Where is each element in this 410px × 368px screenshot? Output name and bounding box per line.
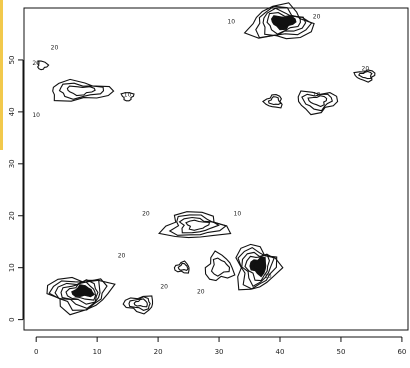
contour-c1-level-3 [262, 7, 307, 37]
y-tick-label: 20 [8, 211, 16, 220]
contour-c10-level-1 [173, 260, 190, 274]
y-axis: 0 10 20 30 40 50 [8, 55, 24, 322]
plot-frame [23, 7, 409, 331]
x-tick-label: 10 [93, 348, 102, 356]
contour-c1-level-1 [243, 2, 315, 40]
contour-c4-level-2 [358, 70, 373, 80]
contour-level-label: 20 [142, 211, 150, 218]
contour-level-label: 20 [362, 65, 370, 72]
contour-c12-level-1 [37, 60, 50, 71]
y-tick-label: 40 [8, 107, 16, 116]
contour-c5-level-2 [267, 96, 282, 106]
contour-c6-level-4 [185, 219, 211, 231]
contour-level-label: 10 [124, 91, 132, 98]
contour-c8-level-7 [76, 286, 92, 296]
contour-c8-level-5 [65, 281, 97, 301]
contour-c1-level-2 [255, 5, 313, 39]
contour-c9-level-3 [133, 298, 148, 308]
contour-c6-level-3 [178, 216, 220, 234]
contour-c10-level-2 [177, 262, 189, 272]
contour-level-labels: 10 20 20 20 10 10 20 10 20 20 20 10 10 20 [32, 13, 369, 295]
y-tick-label: 50 [8, 55, 16, 64]
contour-c7-level-4 [244, 253, 270, 282]
window-edge-strip [0, 0, 3, 150]
contour-c9-level-2 [128, 296, 151, 311]
contour-c1-level-6 [275, 17, 293, 28]
contour-c3-level-3 [307, 95, 328, 108]
x-tick-label: 30 [215, 348, 224, 356]
contour-c8-level-1 [46, 276, 116, 316]
x-tick-label: 0 [34, 348, 38, 356]
contour-level-label: 20 [118, 252, 126, 259]
contour-c11-level-2 [210, 257, 231, 277]
contour-c11-level-1 [204, 250, 236, 282]
contour-level-label: 20 [51, 45, 59, 52]
contour-layer [37, 2, 376, 316]
contour-level-label: 10 [264, 273, 272, 280]
contour-c1-level-4 [266, 12, 301, 35]
contour-c8-level-4 [60, 279, 99, 305]
contour-c2-level-3 [66, 85, 96, 97]
contour-c4-level-1 [353, 69, 376, 83]
contour-c9-level-1 [122, 295, 154, 315]
contour-c8-level-3 [54, 279, 101, 310]
contour-c6-level-2 [168, 214, 228, 236]
contour-level-label: 10 [313, 91, 321, 98]
contour-c3-level-1 [297, 90, 339, 116]
contour-c2-level-1 [52, 78, 115, 102]
contour-c2-level-2 [58, 82, 105, 100]
y-tick-label: 10 [8, 263, 16, 272]
x-axis: 0 10 20 30 40 50 60 [34, 336, 406, 356]
y-tick-label: 30 [8, 159, 16, 168]
contour-c3-level-2 [301, 93, 333, 112]
contour-level-label: 10 [234, 211, 242, 218]
contour-level-label: 10 [32, 112, 40, 119]
y-tick-label: 0 [8, 317, 16, 321]
contour-level-label: 10 [227, 19, 235, 26]
contour-c7-level-6 [253, 258, 265, 273]
contour-c13-level-1 [120, 92, 135, 102]
contour-level-label: 20 [197, 289, 205, 296]
contour-c6-level-1 [158, 211, 232, 239]
contour-c5-level-1 [262, 94, 283, 109]
x-tick-label: 60 [397, 348, 406, 356]
contour-level-label: 20 [160, 283, 168, 290]
contour-level-label: 20 [32, 60, 40, 67]
contour-level-label: 20 [313, 13, 321, 20]
x-tick-label: 50 [336, 348, 345, 356]
x-tick-label: 40 [276, 348, 285, 356]
x-tick-label: 20 [154, 348, 163, 356]
